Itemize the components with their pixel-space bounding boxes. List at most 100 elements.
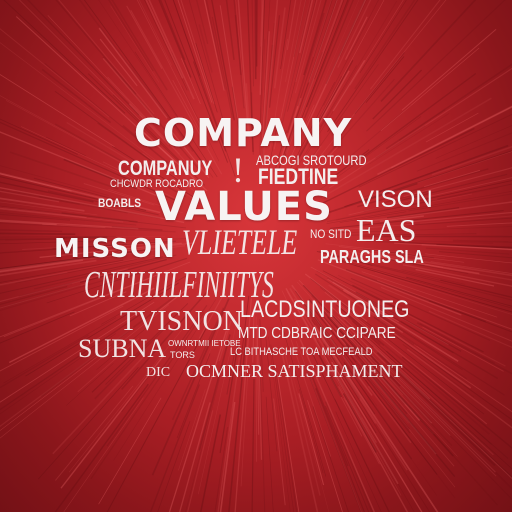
texture-streak (402, 343, 475, 398)
texture-streak (187, 410, 214, 512)
texture-streak (0, 207, 87, 218)
texture-streak (384, 363, 512, 490)
texture-streak (66, 363, 114, 406)
texture-streak (432, 193, 473, 203)
texture-streak (423, 179, 512, 201)
texture-streak (0, 213, 71, 221)
texture-streak (0, 197, 85, 212)
texture-streak (293, 0, 307, 58)
texture-streak (305, 0, 350, 108)
texture-streak (323, 0, 379, 106)
texture-streak (98, 0, 184, 128)
texture-streak (260, 0, 263, 47)
texture-streak (275, 373, 298, 512)
texture-streak (181, 58, 201, 105)
texture-streak (425, 247, 510, 255)
texture-streak (219, 401, 236, 512)
texture-streak (380, 0, 477, 102)
texture-streak (251, 378, 255, 512)
word-cntihiilfiniitys: CNTIHIILFINIITYS (84, 264, 274, 306)
texture-streak (303, 0, 327, 76)
texture-streak (304, 0, 354, 119)
texture-streak (406, 348, 512, 429)
texture-streak (63, 397, 144, 512)
texture-streak (99, 38, 138, 87)
texture-streak (203, 0, 225, 91)
texture-streak (375, 125, 426, 159)
texture-streak (359, 384, 438, 496)
texture-streak (214, 427, 229, 512)
texture-streak (359, 0, 407, 73)
texture-streak (0, 229, 63, 233)
texture-streak (365, 56, 405, 103)
texture-streak (332, 59, 366, 112)
texture-streak (430, 261, 512, 274)
texture-streak (38, 195, 80, 205)
texture-streak (393, 334, 512, 421)
texture-streak (19, 0, 141, 121)
texture-streak (337, 385, 409, 512)
texture-streak (54, 383, 149, 512)
texture-streak (0, 28, 110, 118)
texture-streak (364, 379, 456, 499)
texture-streak (354, 0, 416, 90)
texture-streak (422, 326, 504, 372)
texture-streak (9, 151, 119, 190)
word-ocmner-satisphament: OCMNER SATISPHAMENT (186, 361, 403, 381)
texture-streak (0, 283, 87, 309)
texture-streak (343, 397, 380, 465)
texture-streak (196, 0, 209, 45)
texture-streak (294, 0, 322, 94)
texture-streak (337, 0, 372, 68)
texture-streak (299, 389, 324, 473)
texture-streak (0, 346, 111, 431)
texture-streak (421, 243, 512, 251)
texture-streak (298, 0, 314, 54)
texture-streak (225, 0, 235, 60)
texture-streak (0, 190, 60, 203)
texture-streak (446, 222, 512, 227)
texture-streak (415, 268, 495, 287)
texture-streak (414, 217, 512, 226)
texture-streak (428, 300, 512, 333)
texture-streak (178, 402, 211, 512)
texture-streak (425, 112, 479, 143)
texture-streak (284, 0, 302, 82)
texture-streak (423, 169, 481, 188)
texture-streak (413, 262, 512, 281)
texture-streak (312, 0, 332, 58)
word-misson: MISSON (54, 234, 176, 264)
texture-streak (324, 405, 370, 512)
word-vison-right: VISON (358, 186, 433, 213)
texture-streak (52, 354, 146, 455)
texture-streak (380, 47, 480, 132)
texture-streak (324, 401, 374, 512)
texture-streak (61, 212, 138, 223)
texture-streak (428, 310, 512, 349)
word-vlietele: VLIETELE (182, 222, 298, 262)
texture-streak (234, 15, 245, 109)
texture-streak (314, 0, 360, 101)
texture-streak (269, 15, 280, 108)
texture-streak (452, 239, 512, 243)
word-no-sitd: NO SITD (310, 227, 352, 241)
texture-streak (416, 345, 512, 413)
texture-streak (386, 350, 509, 459)
word-boabls: BOABLS (98, 196, 142, 210)
word-subna: SUBNA (78, 334, 167, 363)
texture-streak (158, 0, 192, 78)
word-mtd-cdbraic: MTD CDBRAIC CCIPARE (238, 325, 396, 342)
texture-streak (0, 173, 72, 192)
texture-streak (251, 0, 254, 87)
word-tvisnon: TVISNON (120, 306, 243, 337)
texture-streak (312, 406, 349, 512)
texture-streak (240, 376, 249, 487)
word-paraghs: PARAGHS SLA (320, 247, 424, 267)
texture-streak (338, 380, 415, 512)
texture-streak (37, 367, 139, 480)
texture-streak (159, 0, 186, 61)
texture-streak (98, 27, 168, 119)
texture-streak (335, 411, 382, 512)
texture-streak (367, 385, 412, 444)
